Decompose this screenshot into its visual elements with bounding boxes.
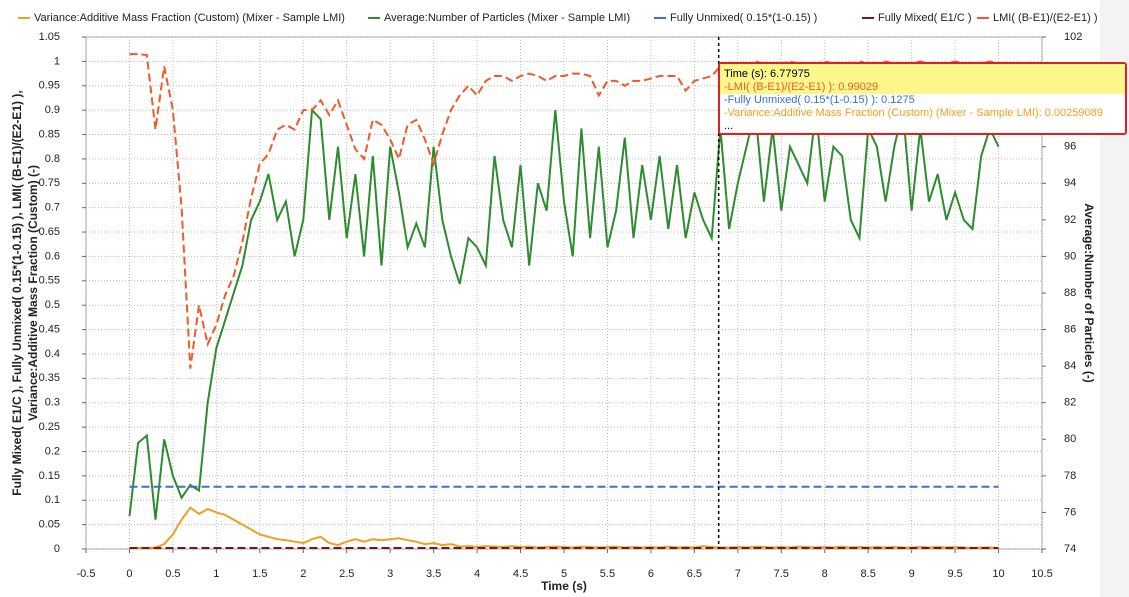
y-tick-label: 0.25	[39, 421, 60, 433]
x-tick-label: 2.5	[339, 568, 354, 580]
y-tick-label: 0.4	[45, 348, 60, 360]
y2-tick-label: 102	[1064, 31, 1082, 43]
y-tick-label: 0.1	[45, 494, 60, 506]
y2-tick-label: 80	[1064, 433, 1076, 445]
tooltip-line: -Variance:Additive Mass Fraction (Custom…	[724, 107, 1103, 119]
legend-label: Fully Mixed( E1/C )	[878, 12, 972, 24]
y-tick-label: 0.95	[39, 80, 60, 92]
tooltip-line: -LMI( (B-E1)/(E2-E1) ): 0.99029	[724, 81, 878, 93]
x-tick-label: 10	[992, 568, 1004, 580]
y2-tick-label: 82	[1064, 397, 1076, 409]
tooltip-highlight	[720, 64, 1125, 94]
y-tick-label: 0.7	[45, 202, 60, 214]
y-tick-label: 0.65	[39, 226, 60, 238]
y2-axis-title: Average:Number of Particles (-)	[1082, 203, 1096, 383]
y-tick-label: 0.6	[45, 250, 60, 262]
x-tick-label: -0.5	[77, 568, 96, 580]
x-tick-label: 1.5	[252, 568, 267, 580]
y2-tick-label: 78	[1064, 470, 1076, 482]
x-tick-label: 5	[561, 568, 567, 580]
y2-tick-label: 84	[1064, 360, 1076, 372]
x-tick-label: 1	[213, 568, 219, 580]
tooltip-label: -LMI( (B-E1)/(E2-E1) ):	[724, 81, 835, 93]
x-tick-label: 3	[387, 568, 393, 580]
x-tick-label: 5.5	[600, 568, 615, 580]
tooltip-line: -Fully Unmixed( 0.15*(1-0.15) ): 0.1275	[724, 94, 915, 106]
y2-tick-label: 86	[1064, 323, 1076, 335]
tooltip-value: 0.1275	[881, 94, 915, 106]
x-tick-label: 7.5	[774, 568, 789, 580]
x-tick-label: 0	[126, 568, 132, 580]
y-tick-label: 1	[54, 55, 60, 67]
y-tick-label: 0.9	[45, 104, 60, 116]
y-tick-label: 0.3	[45, 397, 60, 409]
y2-tick-label: 90	[1064, 250, 1076, 262]
x-tick-label: 9.5	[947, 568, 962, 580]
y-tick-label: 0.75	[39, 177, 60, 189]
y-tick-label: 0.45	[39, 323, 60, 335]
y2-tick-label: 76	[1064, 506, 1076, 518]
x-tick-label: 3.5	[426, 568, 441, 580]
legend-label: Average:Number of Particles (Mixer - Sam…	[384, 12, 630, 24]
series-line	[128, 107, 1000, 520]
x-tick-label: 4.5	[513, 568, 528, 580]
y-tick-label: 0.05	[39, 519, 60, 531]
x-tick-label: 4	[474, 568, 480, 580]
tooltip-label: ...	[724, 120, 733, 132]
x-tick-label: 8.5	[861, 568, 876, 580]
tooltip-line: ...	[724, 120, 733, 132]
legend-label: Fully Unmixed( 0.15*(1-0.15) )	[670, 12, 817, 24]
tooltip-label: -Fully Unmixed( 0.15*(1-0.15) ):	[724, 94, 878, 106]
legend-label: LMI( (B-E1)/(E2-E1) )	[993, 12, 1098, 24]
x-tick-label: 10.5	[1031, 568, 1052, 580]
x-tick-label: 9	[909, 568, 915, 580]
tooltip-value: 6.77975	[770, 68, 810, 80]
tooltip-line: Time (s): 6.77975	[724, 68, 810, 80]
y-tick-label: 0	[54, 543, 60, 555]
x-tick-label: 7	[735, 568, 741, 580]
y-tick-label: 0.85	[39, 128, 60, 140]
y2-tick-label: 74	[1064, 543, 1076, 555]
tooltip-label: Time (s):	[724, 68, 767, 80]
legend-label: Variance:Additive Mass Fraction (Custom)…	[34, 12, 345, 24]
tooltip-value: 0.00259089	[1045, 107, 1103, 119]
y-axis-title: Variance:Additive Mass Fraction (Custom)…	[26, 165, 40, 421]
x-tick-label: 2	[300, 568, 306, 580]
y-tick-label: 0.15	[39, 470, 60, 482]
y-axis-title: Fully Mixed( E1/C ), Fully Unmixed( 0.15…	[10, 90, 24, 495]
y-tick-label: 0.2	[45, 445, 60, 457]
x-tick-label: 8	[822, 568, 828, 580]
x-tick-label: 6	[648, 568, 654, 580]
y-tick-label: 1.05	[39, 31, 60, 43]
tooltip-value: 0.99029	[838, 81, 878, 93]
tooltip-label: -Variance:Additive Mass Fraction (Custom…	[724, 107, 1042, 119]
y-tick-label: 0.5	[45, 299, 60, 311]
y2-tick-label: 96	[1064, 141, 1076, 153]
x-axis-title: Time (s)	[541, 579, 587, 593]
x-tick-label: 6.5	[687, 568, 702, 580]
y2-tick-label: 92	[1064, 214, 1076, 226]
x-tick-label: 0.5	[165, 568, 180, 580]
y-tick-label: 0.35	[39, 372, 60, 384]
y2-tick-label: 88	[1064, 287, 1076, 299]
y2-tick-label: 94	[1064, 177, 1076, 189]
y-tick-label: 0.55	[39, 275, 60, 287]
y-tick-label: 0.8	[45, 153, 60, 165]
